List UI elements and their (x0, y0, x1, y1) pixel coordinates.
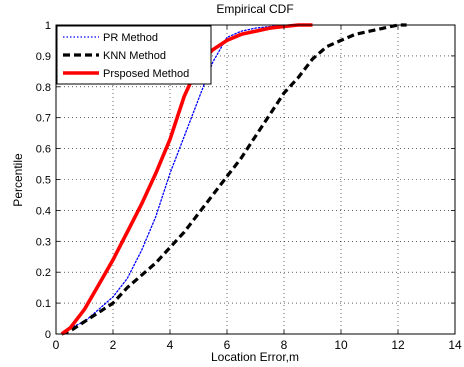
x-tick-label: 12 (391, 338, 405, 352)
x-tick-label: 6 (224, 338, 231, 352)
x-tick-label: 2 (110, 338, 117, 352)
y-tick-label: 0.1 (36, 298, 51, 310)
y-tick-label: 0.4 (36, 205, 51, 217)
axes-frame (55, 24, 456, 335)
chart-title: Empirical CDF (216, 2, 293, 16)
legend: PR Method KNN Method Prsposed Method (56, 25, 212, 85)
x-tick-label: 14 (448, 338, 462, 352)
y-tick-label: 0.2 (36, 267, 51, 279)
grid-lines (56, 25, 455, 334)
series-line-0 (61, 24, 285, 335)
legend-label: Prsposed Method (103, 68, 189, 80)
legend-label: PR Method (103, 32, 158, 44)
axes-box (55, 24, 456, 335)
y-tick-label: 0.3 (36, 236, 51, 248)
x-tick-label: 10 (334, 338, 348, 352)
tick-labels: 0 2 4 6 8 10 12 14 0 0.1 0.2 0.3 0.4 0.5 0.6 0.7 0.8 0.9 1 (36, 20, 462, 352)
series-line-1 (61, 23, 407, 336)
y-tick-label: 0.8 (36, 82, 51, 94)
x-tick-label: 4 (167, 338, 174, 352)
y-tick-label: 0.6 (36, 144, 51, 156)
series-line-2 (60, 23, 313, 336)
y-axis-label: Percentile (11, 153, 25, 207)
x-axis-label: Location Error,m (211, 350, 299, 364)
y-tick-label: 0 (45, 329, 51, 341)
y-tick-label: 0.7 (36, 113, 51, 125)
series-layer (60, 23, 407, 336)
y-tick-label: 1 (45, 20, 51, 32)
x-tick-label: 8 (281, 338, 288, 352)
x-tick-label: 0 (53, 338, 60, 352)
legend-label: KNN Method (103, 50, 166, 62)
y-tick-label: 0.9 (36, 51, 51, 63)
y-tick-label: 0.5 (36, 175, 51, 187)
